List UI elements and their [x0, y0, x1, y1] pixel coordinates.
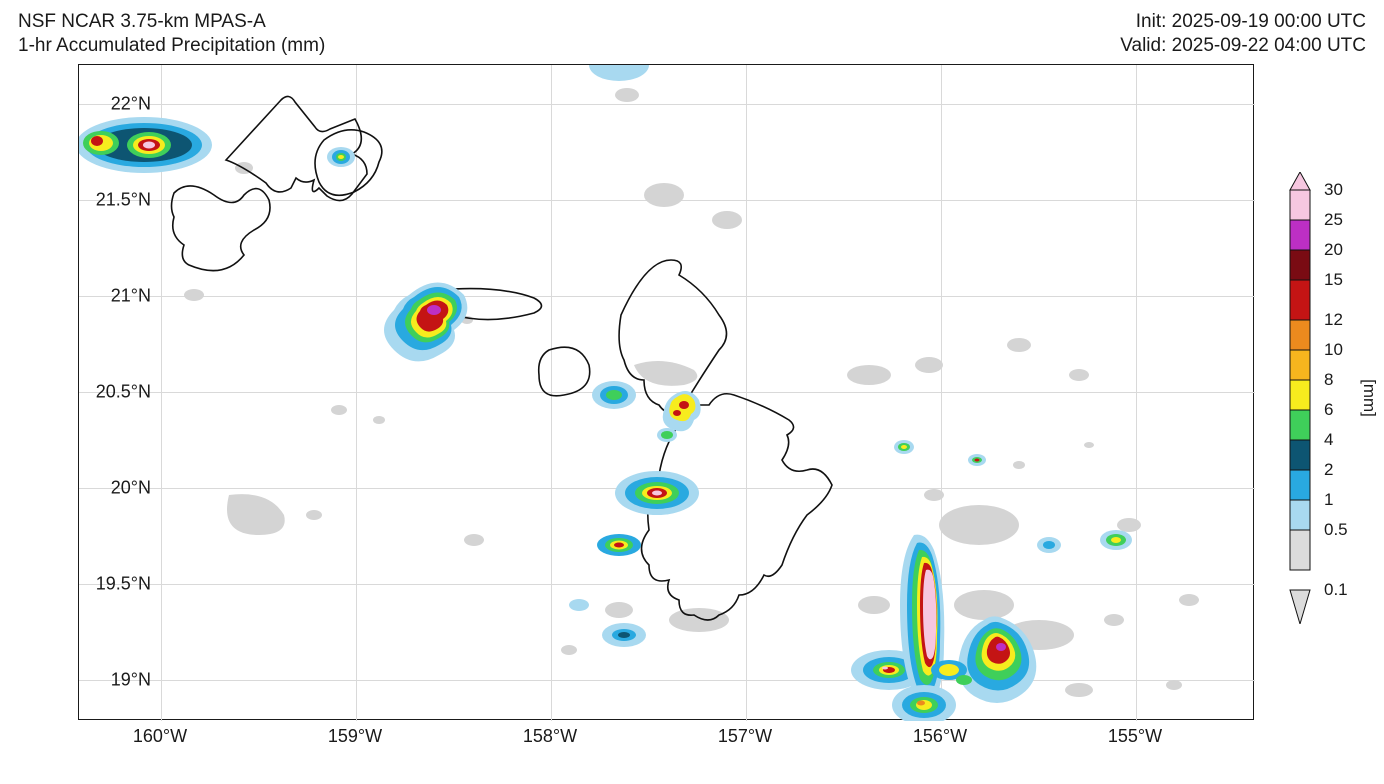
cb-tick-0_1: 0.1 — [1324, 580, 1348, 600]
x-tick-160: 160°W — [130, 726, 190, 747]
cb-tick-25: 25 — [1324, 210, 1343, 230]
precip-cell-bigisland-southtip — [892, 685, 956, 721]
precip-cell-small-s — [602, 623, 646, 647]
precip-cell-maui-central — [663, 391, 701, 431]
map-plot-area[interactable]: 22°N 21.5°N 21°N 20.5°N 20°N 19.5°N 19°N — [78, 64, 1254, 720]
y-tick-19: 19°N — [79, 670, 151, 691]
cb-tick-10: 10 — [1324, 340, 1343, 360]
cb-tick-6: 6 — [1324, 400, 1333, 420]
y-tick-21_5: 21.5°N — [79, 190, 151, 211]
cb-tick-15: 15 — [1324, 270, 1343, 290]
precipitation-cells — [79, 65, 1132, 721]
map-svg-layer — [79, 65, 1255, 721]
cb-tick-1: 1 — [1324, 490, 1333, 510]
x-tick-157: 157°W — [715, 726, 775, 747]
x-tick-156: 156°W — [910, 726, 970, 747]
cb-unit-label: [mm] — [1359, 379, 1379, 417]
colorbar-legend[interactable]: 30 25 20 15 12 10 8 6 4 2 1 0.5 0.1 [mm] — [1284, 172, 1316, 624]
precip-cell-small-mid — [569, 599, 589, 611]
header-init: Init: 2025-09-19 00:00 UTC — [1120, 10, 1366, 34]
y-tick-20: 20°N — [79, 478, 151, 499]
colorbar-svg — [1284, 172, 1316, 624]
y-tick-20_5: 20.5°N — [79, 382, 151, 403]
precip-cell-niihau-kauai — [79, 117, 212, 173]
cb-tick-8: 8 — [1324, 370, 1333, 390]
x-tick-158: 158°W — [520, 726, 580, 747]
header-title-line1: NSF NCAR 3.75-km MPAS-A — [18, 10, 325, 34]
precip-cell-bigisland-mideast — [1037, 537, 1061, 553]
header-title-block: NSF NCAR 3.75-km MPAS-A 1-hr Accumulated… — [18, 10, 325, 58]
cb-tick-4: 4 — [1324, 430, 1333, 450]
precip-cell-bigisland-tip2 — [968, 454, 986, 466]
header-valid-block: Init: 2025-09-19 00:00 UTC Valid: 2025-0… — [1120, 10, 1366, 58]
precip-cell-bigisland-tip1 — [894, 440, 914, 454]
y-tick-22: 22°N — [79, 94, 151, 115]
x-tick-155: 155°W — [1105, 726, 1165, 747]
x-tick-159: 159°W — [325, 726, 385, 747]
precip-cell-niihau-small — [327, 147, 355, 167]
weather-map-page: NSF NCAR 3.75-km MPAS-A 1-hr Accumulated… — [0, 0, 1384, 784]
cb-tick-30: 30 — [1324, 180, 1343, 200]
cb-tick-12: 12 — [1324, 310, 1343, 330]
precip-cell-molokai-strait — [592, 381, 636, 409]
precip-cell-kauai-sw — [384, 283, 467, 362]
cb-tick-20: 20 — [1324, 240, 1343, 260]
y-tick-21: 21°N — [79, 286, 151, 307]
precip-cell-bigisland-eastspot — [1100, 530, 1132, 550]
y-tick-19_5: 19.5°N — [79, 574, 151, 595]
header-title-line2: 1-hr Accumulated Precipitation (mm) — [18, 34, 325, 58]
header-valid: Valid: 2025-09-22 04:00 UTC — [1120, 34, 1366, 58]
precip-cell-maui-small2 — [657, 428, 677, 442]
cb-tick-2: 2 — [1324, 460, 1333, 480]
island-outlines — [172, 96, 833, 620]
precip-cell-kahoolawe — [615, 471, 699, 515]
cb-tick-0_5: 0.5 — [1324, 520, 1348, 540]
